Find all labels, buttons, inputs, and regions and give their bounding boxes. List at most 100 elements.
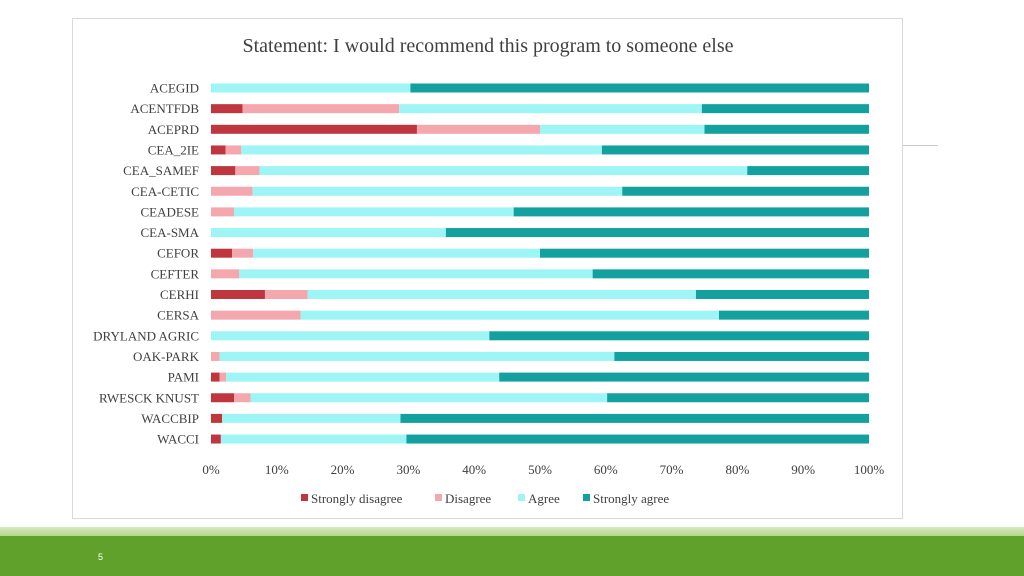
bar-segment	[242, 104, 400, 114]
bar-segment	[253, 248, 540, 258]
bar-segment	[211, 331, 490, 341]
bar-segment	[264, 290, 308, 299]
bar-segment	[226, 372, 500, 382]
bar-segment	[300, 310, 719, 320]
bar-segment	[416, 124, 540, 134]
bar-segment	[718, 310, 869, 320]
category-label: RWESCK KNUST	[99, 390, 199, 405]
category-label: CERHI	[160, 287, 199, 302]
bar-segment	[307, 290, 696, 299]
bar-segment	[241, 145, 602, 155]
category-label: CEA_SAMEF	[123, 163, 199, 178]
x-tick-label: 80%	[725, 462, 749, 477]
x-tick-label: 60%	[594, 462, 618, 477]
bar-segment	[489, 331, 869, 341]
x-tick-label: 100%	[854, 462, 885, 477]
bar-segment	[234, 393, 251, 403]
category-label: ACEPRD	[148, 122, 199, 137]
category-label: WACCI	[157, 432, 199, 447]
bar-segment	[211, 104, 243, 114]
category-label: CERSA	[157, 308, 200, 323]
category-label: CEA-CETIC	[131, 184, 199, 199]
bar-segment	[399, 104, 702, 114]
bar-segment	[211, 290, 265, 299]
chart-frame: Statement: I would recommend this progra…	[72, 18, 903, 519]
x-tick-label: 30%	[396, 462, 420, 477]
bar-segment	[211, 413, 223, 423]
chart-title: Statement: I would recommend this progra…	[243, 35, 734, 57]
bar-segment	[211, 393, 235, 403]
bar-segment	[614, 351, 869, 361]
bar-segment	[406, 434, 869, 444]
bar-segment	[235, 166, 260, 176]
bar-segment	[695, 290, 869, 299]
bar-segment	[211, 124, 417, 134]
bar-segment	[211, 434, 221, 444]
x-tick-label: 0%	[202, 462, 220, 477]
bar-segment	[211, 83, 411, 93]
category-label: DRYLAND AGRIC	[93, 328, 199, 343]
x-tick-label: 70%	[660, 462, 684, 477]
category-label: CEFOR	[157, 246, 199, 261]
bar-segment	[219, 372, 227, 382]
category-label: CEA_2IE	[148, 142, 199, 157]
bar-segment	[540, 124, 705, 134]
legend-swatch	[518, 494, 525, 501]
category-label: CEFTER	[151, 266, 200, 281]
bar-segment	[211, 145, 226, 155]
legend-label: Strongly agree	[593, 491, 669, 506]
bar-segment	[234, 207, 514, 217]
bar-segment	[211, 310, 301, 320]
x-tick-label: 20%	[331, 462, 355, 477]
category-label: CEA-SMA	[140, 225, 199, 240]
category-label: PAMI	[168, 370, 199, 385]
x-tick-label: 10%	[265, 462, 289, 477]
bar-segment	[239, 269, 593, 279]
decorative-line	[903, 145, 938, 146]
bar-segment	[211, 248, 233, 258]
legend-label: Strongly disagree	[311, 491, 403, 506]
bar-segment	[622, 186, 869, 196]
legend: Strongly disagree Disagree Agree Strongly a…	[301, 491, 669, 506]
category-label: CEADESE	[141, 204, 200, 219]
x-tick-label: 40%	[462, 462, 486, 477]
legend-swatch	[435, 494, 442, 501]
bar-segment	[513, 207, 869, 217]
bar-segment	[499, 372, 869, 382]
category-labels: ACEGID ACENTFDB ACEPRD CEA_2IE CEA_SAMEF CEA-…	[93, 81, 199, 447]
bar-segment	[211, 269, 240, 279]
bars-group	[211, 83, 869, 444]
bar-segment	[592, 269, 869, 279]
bar-segment	[252, 186, 623, 196]
bar-segment	[211, 372, 220, 382]
x-axis: 0% 10% 20% 30% 40% 50% 60% 70% 80% 90% 100%	[202, 462, 884, 477]
category-label: OAK-PARK	[133, 349, 200, 364]
bar-segment	[701, 104, 869, 114]
legend-swatch	[583, 494, 590, 501]
bar-segment	[225, 145, 242, 155]
bar-segment	[601, 145, 869, 155]
bar-segment	[540, 248, 869, 258]
bar-segment	[410, 83, 869, 93]
bar-segment	[250, 393, 608, 403]
x-tick-label: 90%	[791, 462, 815, 477]
bar-segment	[211, 351, 220, 361]
bar-segment	[211, 228, 446, 238]
category-label: WACCBIP	[141, 411, 199, 426]
bar-segment	[747, 166, 869, 176]
legend-label: Agree	[528, 491, 560, 506]
bar-segment	[259, 166, 748, 176]
legend-swatch	[301, 494, 308, 501]
bar-segment	[220, 434, 407, 444]
bar-segment	[400, 413, 869, 423]
bar-segment	[232, 248, 254, 258]
page-number: 5	[98, 552, 104, 562]
bar-segment	[219, 351, 615, 361]
bar-segment	[607, 393, 869, 403]
bar-segment	[445, 228, 869, 238]
footer-accent-strip	[0, 527, 1024, 536]
bar-segment	[222, 413, 401, 423]
bar-segment	[211, 166, 236, 176]
legend-label: Disagree	[445, 491, 491, 506]
